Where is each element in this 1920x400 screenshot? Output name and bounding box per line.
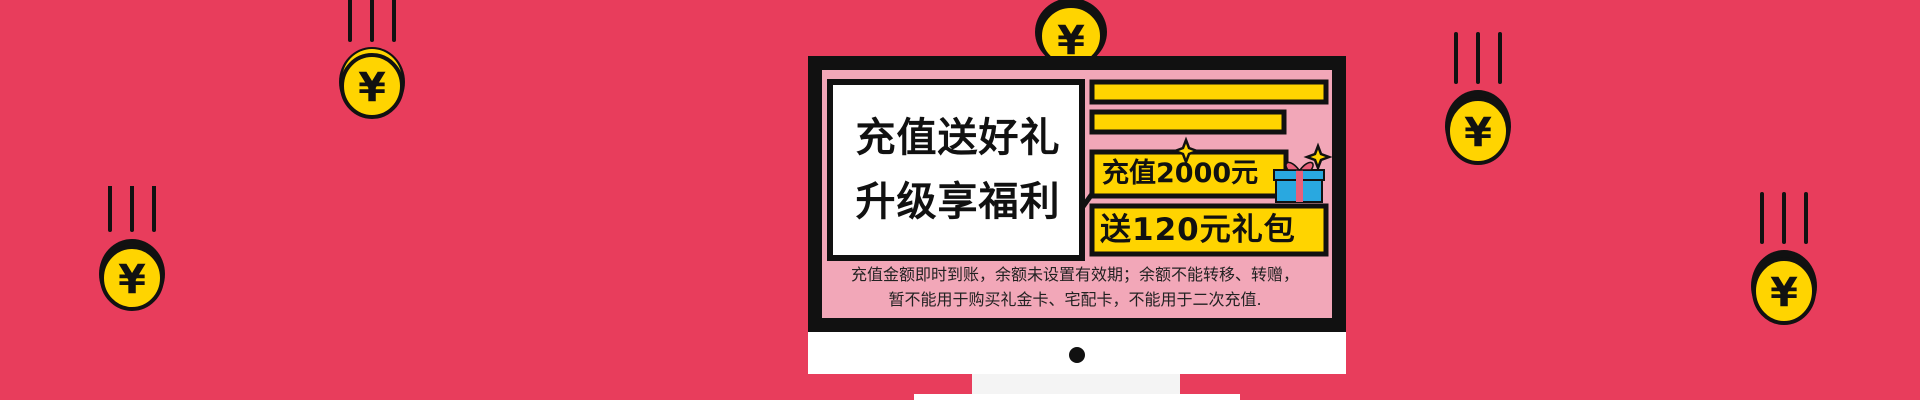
coin-symbol: ¥: [118, 257, 146, 303]
gift-box-icon: [1273, 161, 1325, 203]
sparkle-icon: [1171, 136, 1201, 166]
notice-line1: 充值金额即时到账，余额未设置有效期；余额不能转移、转赠，: [850, 265, 1299, 284]
notice-text: 充值金额即时到账，余额未设置有效期；余额不能转移、转赠， 暂不能用于购买礼金卡、…: [820, 262, 1330, 312]
decor-bar: [1089, 79, 1329, 105]
yuan-coin-icon: ¥: [1442, 32, 1514, 165]
tag-amount: 充值2000元: [1102, 158, 1259, 189]
coin-symbol: ¥: [1770, 270, 1798, 316]
tag-gift: 送120元礼包: [1100, 212, 1296, 248]
coin-symbol: ¥: [358, 65, 386, 111]
coin-symbol: ¥: [1464, 110, 1492, 156]
sparkle-icon: [1303, 142, 1333, 172]
tag-gift-box: [1089, 203, 1329, 257]
decor-bar: [1089, 109, 1287, 135]
yuan-coin-icon: ¥: [96, 186, 168, 311]
yuan-coin-icon: ¥: [336, 0, 408, 119]
yuan-coin-icon: ¥: [1748, 192, 1820, 325]
notice-line2: 暂不能用于购买礼金卡、宅配卡，不能用于二次充值.: [888, 290, 1262, 309]
headline: 充值送好礼 升级享福利: [834, 106, 1082, 234]
headline-line2: 升级享福利: [855, 179, 1061, 225]
headline-box: [827, 79, 1085, 261]
monitor-base: [914, 394, 1240, 400]
power-button-icon: [1069, 347, 1085, 363]
headline-line1: 充值送好礼: [855, 115, 1061, 161]
